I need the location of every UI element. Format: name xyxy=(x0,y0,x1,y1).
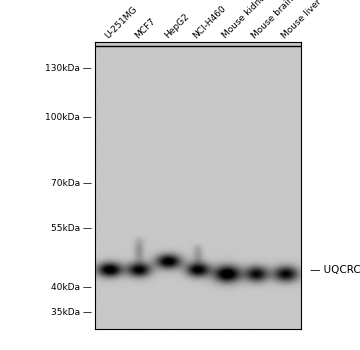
Text: Mouse liver: Mouse liver xyxy=(280,0,323,40)
Text: Mouse brain: Mouse brain xyxy=(250,0,296,40)
Text: Mouse kidney: Mouse kidney xyxy=(221,0,271,40)
Text: 70kDa —: 70kDa — xyxy=(51,179,92,188)
Text: NCI-H460: NCI-H460 xyxy=(192,4,228,40)
Text: 40kDa —: 40kDa — xyxy=(51,283,92,292)
Text: 130kDa —: 130kDa — xyxy=(45,64,92,73)
Text: HepG2: HepG2 xyxy=(162,12,190,40)
Text: 55kDa —: 55kDa — xyxy=(51,224,92,233)
Text: — UQCRC2: — UQCRC2 xyxy=(310,265,360,275)
Text: 100kDa —: 100kDa — xyxy=(45,113,92,122)
Text: 35kDa —: 35kDa — xyxy=(51,308,92,317)
Text: MCF7: MCF7 xyxy=(133,16,157,40)
Text: U-251MG: U-251MG xyxy=(104,5,139,40)
